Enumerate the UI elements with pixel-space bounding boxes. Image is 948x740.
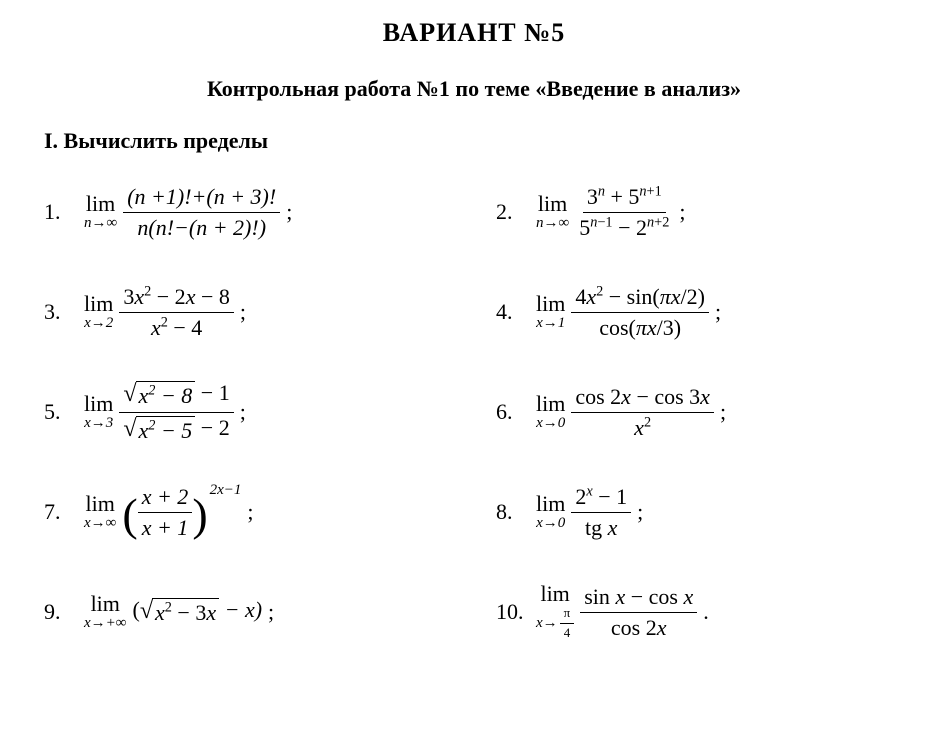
section-heading: I. Вычислить пределы [44,128,908,154]
variant-title: ВАРИАНТ №5 [40,18,908,48]
page: ВАРИАНТ №5 Контрольная работа №1 по теме… [0,0,948,740]
exponent: 2x−1 [210,482,242,499]
punct: ; [240,399,246,425]
fraction: 4x2 − sin(πx/2) cos(πx/3) [571,284,709,340]
limit-fraction: π 4 [560,606,575,641]
punct: ; [240,299,246,325]
problem-number: 7. [44,499,84,525]
problem-9: 9. lim x→+∞ ( √ x2 − 3x − x) ; [44,564,456,660]
problem-10: 10. lim x→ π 4 sin x − cos x cos 2x . [496,564,908,660]
work-subtitle: Контрольная работа №1 по теме «Введение … [40,76,908,102]
problem-number: 5. [44,399,84,425]
limit-operator: lim n→∞ [84,193,117,231]
problem-number: 6. [496,399,536,425]
problem-7: 7. lim x→∞ ( x + 2 x + 1 ) 2x−1 ; [44,464,456,560]
punct: ; [637,499,643,525]
problem-number: 1. [44,199,84,225]
sqrt: √ x2 − 5 [123,416,195,445]
limit-operator: lim x→+∞ [84,593,126,631]
limit-operator: lim x→3 [84,393,113,431]
problem-1: 1. lim n→∞ (n +1)!+(n + 3)! n(n!−(n + 2)… [44,164,456,260]
problem-3: 3. lim x→2 3x2 − 2x − 8 x2 − 4 ; [44,264,456,360]
limit-operator: lim x→1 [536,293,565,331]
paren-left: ( [122,494,137,535]
limit-operator: lim x→0 [536,493,565,531]
fraction: 2x − 1 tg x [571,484,631,540]
limit-operator: lim x→∞ [84,493,116,531]
punct: ; [268,599,274,625]
fraction: sin x − cos x cos 2x [580,584,697,640]
problems-grid: 1. lim n→∞ (n +1)!+(n + 3)! n(n!−(n + 2)… [44,164,908,660]
paren-right: ) [192,494,207,535]
punct: ; [720,399,726,425]
problem-4: 4. lim x→1 4x2 − sin(πx/2) cos(πx/3) ; [496,264,908,360]
sqrt: √ x2 − 8 [123,381,195,410]
problem-2: 2. lim n→∞ 3n + 5n+1 5n−1 − 2n+2 ; [496,164,908,260]
problem-number: 2. [496,199,536,225]
limit-operator: lim x→2 [84,293,113,331]
expression: ( √ x2 − 3x − x) [132,597,262,627]
problem-number: 10. [496,599,536,625]
punct: . [703,599,709,625]
fraction: (n +1)!+(n + 3)! n(n!−(n + 2)!) [123,184,280,240]
fraction: √ x2 − 8 − 1 √ x2 − 5 − 2 [119,380,233,444]
punct: ; [715,299,721,325]
fraction: 3n + 5n+1 5n−1 − 2n+2 [575,184,673,240]
limit-operator: lim n→∞ [536,193,569,231]
punct: ; [679,199,685,225]
limit-operator: lim x→0 [536,393,565,431]
problem-number: 3. [44,299,84,325]
problem-number: 4. [496,299,536,325]
problem-number: 9. [44,599,84,625]
problem-5: 5. lim x→3 √ x2 − 8 − 1 √ x2 − 5 − 2 [44,364,456,460]
sqrt: √ x2 − 3x [140,598,219,627]
problem-6: 6. lim x→0 cos 2x − cos 3x x2 ; [496,364,908,460]
punct: ; [247,499,253,525]
limit-operator: lim x→ π 4 [536,583,574,641]
problem-8: 8. lim x→0 2x − 1 tg x ; [496,464,908,560]
punct: ; [286,199,292,225]
inner-fraction: x + 2 x + 1 [138,484,193,540]
fraction: 3x2 − 2x − 8 x2 − 4 [119,284,234,340]
problem-number: 8. [496,499,536,525]
fraction: cos 2x − cos 3x x2 [571,384,714,440]
